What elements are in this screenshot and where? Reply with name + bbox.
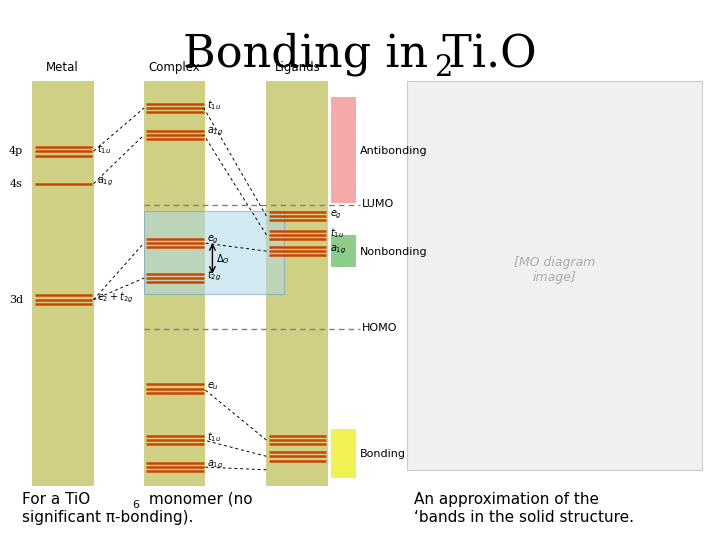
Text: 4s: 4s [10,179,23,188]
Text: $\Delta_O$: $\Delta_O$ [216,252,230,266]
Text: $t_{1u}$: $t_{1u}$ [97,143,112,157]
Text: $a_{1g}$: $a_{1g}$ [207,126,224,138]
Text: Ligands: Ligands [274,61,320,74]
Text: Bonding in Ti.O: Bonding in Ti.O [183,32,537,76]
Text: 4p: 4p [9,146,23,156]
Text: $e_g$: $e_g$ [207,234,220,246]
Text: Antibonding: Antibonding [360,146,428,156]
Text: For a TiO: For a TiO [22,492,90,507]
Text: ‘bands in the solid structure.: ‘bands in the solid structure. [414,510,634,525]
Text: [MO diagram
image]: [MO diagram image] [514,256,595,284]
Text: LUMO: LUMO [362,199,395,209]
Text: $a_{1g}$: $a_{1g}$ [207,458,224,470]
Bar [144,81,205,486]
Text: 6: 6 [132,500,140,510]
Text: $e_g$: $e_g$ [330,208,342,220]
Text: $e_u$: $e_u$ [207,380,220,392]
Text: Complex: Complex [148,61,200,74]
Text: monomer (no: monomer (no [144,492,253,507]
Text: $a_{1g}$: $a_{1g}$ [330,244,346,255]
Bar [266,81,328,486]
Text: 3d: 3d [9,295,23,305]
Text: $e_2 + t_{2g}$: $e_2 + t_{2g}$ [97,291,134,305]
Text: $t_{2g}$: $t_{2g}$ [207,268,222,282]
Text: $t_{1u}$: $t_{1u}$ [207,98,222,112]
Bar [331,429,356,478]
Text: $t_{1u}$: $t_{1u}$ [207,430,222,444]
Text: 2: 2 [433,53,452,82]
Bar [407,81,702,470]
Text: Metal: Metal [46,61,79,74]
Bar [32,81,94,486]
Text: Nonbonding: Nonbonding [360,247,428,257]
Text: $t_{1u}$: $t_{1u}$ [330,226,344,240]
Text: HOMO: HOMO [362,323,397,333]
Bar [331,235,356,267]
Bar [331,97,356,202]
Text: $a_{1g}$: $a_{1g}$ [97,176,114,188]
Bar [144,211,284,294]
Text: significant π-bonding).: significant π-bonding). [22,510,193,525]
Text: Bonding: Bonding [360,449,406,458]
Text: An approximation of the: An approximation of the [414,492,599,507]
